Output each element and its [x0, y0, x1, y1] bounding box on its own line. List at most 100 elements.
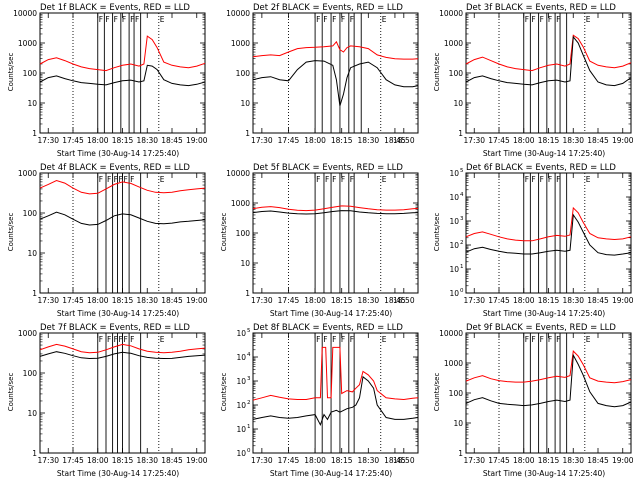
y-tick-exponent: 0 [460, 288, 464, 294]
series-line-lld [39, 179, 206, 195]
x-axis-label: Start Time (30-Aug-14 17:25:40) [483, 309, 605, 318]
chart-title: Det 7f BLACK = Events, RED = LLD [40, 323, 190, 333]
x-tick-label: 18:15 [538, 136, 560, 145]
event-marker-label: F [341, 15, 345, 24]
x-tick-label: 18:50 [393, 136, 415, 145]
plot-frame [252, 12, 419, 134]
series-line-lld [252, 346, 419, 401]
event-marker-label: F [531, 15, 535, 24]
event-marker-label: F [332, 335, 336, 344]
event-marker-label: F [341, 335, 345, 344]
series-line-lld [252, 40, 419, 60]
x-tick-label: 18:15 [538, 296, 560, 305]
x-tick-label: 17:45 [62, 296, 84, 305]
event-marker-label: F [316, 175, 320, 184]
series-line-events [39, 351, 206, 360]
series-line-lld [465, 206, 632, 242]
x-tick-label: 17:45 [488, 136, 510, 145]
series-line-lld [465, 350, 632, 384]
y-tick-label: 10 [236, 449, 246, 458]
y-tick-label: 10000 [439, 329, 463, 338]
x-axis-label: Start Time (30-Aug-14 17:25:40) [270, 469, 392, 478]
x-tick-label: 18:00 [513, 136, 535, 145]
y-tick-label: 10 [449, 289, 459, 298]
y-tick-label: 1 [245, 289, 250, 298]
y-tick-label: 100 [236, 69, 251, 78]
event-marker-label: F [350, 335, 354, 344]
chart-det-3f: Det 3f BLACK = Events, RED = LLD Start T… [433, 3, 634, 158]
y-axis-label: Counts/sec [220, 213, 228, 252]
event-marker-label: F [525, 335, 529, 344]
y-tick-label: 1 [458, 129, 463, 138]
y-tick-label: 10 [236, 425, 246, 434]
y-tick-label: 100 [449, 69, 464, 78]
y-axis-label: Counts/sec [7, 373, 15, 412]
chart-title: Det 4f BLACK = Events, RED = LLD [40, 163, 190, 173]
series-line-events [39, 211, 206, 226]
event-marker-label: F [556, 15, 560, 24]
x-tick-label: 18:15 [538, 456, 560, 465]
x-tick-label: 19:00 [186, 296, 208, 305]
chart-det-4f: Det 4f BLACK = Events, RED = LLD Start T… [7, 163, 208, 318]
event-marker-label: F [556, 335, 560, 344]
y-tick-label: 10000 [226, 169, 250, 178]
y-tick-label: 10 [240, 99, 250, 108]
chart-title: Det 2f BLACK = Events, RED = LLD [253, 3, 403, 13]
chart-det-8f: Det 8f BLACK = Events, RED = LLD Start T… [220, 323, 419, 478]
event-marker-label: F [540, 175, 544, 184]
x-tick-label: 17:30 [463, 456, 485, 465]
y-tick-label: 1000 [444, 39, 463, 48]
x-tick-label: 17:30 [37, 296, 59, 305]
y-axis-label: Counts/sec [433, 213, 441, 252]
x-axis-label: Start Time (30-Aug-14 17:25:40) [57, 149, 179, 158]
y-axis-label: Counts/sec [433, 53, 441, 92]
event-marker-label: F [114, 335, 118, 344]
y-tick-label: 1000 [18, 169, 37, 178]
y-tick-exponent: 5 [247, 328, 251, 334]
y-tick-label: 10000 [226, 9, 250, 18]
x-tick-label: 18:15 [112, 296, 134, 305]
y-tick-exponent: 4 [460, 192, 464, 198]
series-line-lld [465, 34, 632, 72]
x-tick-label: 18:15 [331, 456, 353, 465]
event-marker-label: F [540, 335, 544, 344]
event-marker-label: F [540, 15, 544, 24]
event-marker-label: F [130, 15, 134, 24]
event-marker-label: F [548, 15, 552, 24]
y-tick-label: 10 [236, 329, 246, 338]
x-tick-label: 17:45 [488, 456, 510, 465]
series-line-events [39, 64, 206, 87]
y-tick-label: 10 [27, 249, 37, 258]
chart-title: Det 5f BLACK = Events, RED = LLD [253, 163, 403, 173]
x-tick-label: 18:30 [358, 456, 380, 465]
plot-frame [252, 172, 419, 294]
x-tick-label: 17:45 [62, 136, 84, 145]
event-marker-label: F [130, 335, 134, 344]
event-marker-label: F [99, 15, 103, 24]
event-marker-label: E [586, 335, 591, 344]
x-tick-label: 19:00 [612, 296, 634, 305]
y-tick-exponent: 2 [460, 240, 464, 246]
chart-title: Det 3f BLACK = Events, RED = LLD [466, 3, 616, 13]
event-marker-label: F [531, 175, 535, 184]
x-tick-label: 18:15 [112, 136, 134, 145]
x-tick-label: 18:45 [384, 456, 406, 465]
series-line-lld [39, 343, 206, 354]
x-tick-label: 17:30 [251, 456, 273, 465]
chart-title: Det 1f BLACK = Events, RED = LLD [40, 3, 190, 13]
event-marker-label: F [332, 175, 336, 184]
event-marker-label: F [316, 15, 320, 24]
x-tick-label: 17:30 [463, 296, 485, 305]
x-tick-label: 17:30 [251, 296, 273, 305]
x-tick-label: 18:00 [513, 296, 535, 305]
event-marker-label: F [350, 15, 354, 24]
x-axis-label: Start Time (30-Aug-14 17:25:40) [483, 469, 605, 478]
y-tick-label: 10 [236, 377, 246, 386]
y-tick-label: 10 [240, 259, 250, 268]
y-tick-label: 1 [458, 449, 463, 458]
y-tick-label: 1 [32, 289, 37, 298]
x-tick-label: 17:45 [278, 296, 300, 305]
event-marker-label: F [119, 335, 123, 344]
event-marker-label: F [114, 15, 118, 24]
